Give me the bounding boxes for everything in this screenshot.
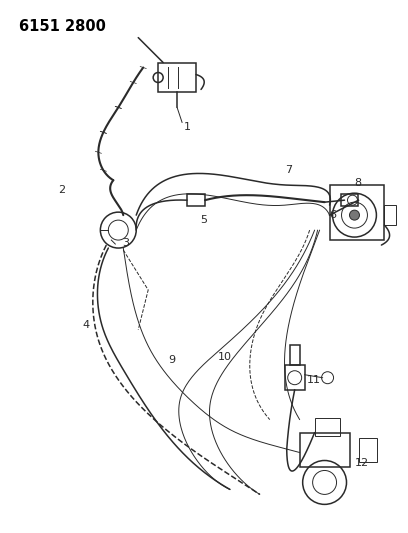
Bar [315,417,339,435]
Text: 8: 8 [355,178,361,188]
Bar [285,365,305,390]
Bar [290,345,299,365]
Text: 9: 9 [168,355,175,365]
Bar [187,194,205,206]
Text: 3: 3 [122,238,129,248]
Text: 10: 10 [218,352,232,362]
Text: 2: 2 [58,185,66,195]
Bar [330,185,384,240]
Text: 6151 2800: 6151 2800 [19,19,106,34]
Text: 7: 7 [285,165,292,175]
Text: 5: 5 [200,215,207,225]
Text: 4: 4 [82,320,89,330]
Text: 11: 11 [307,375,321,385]
Bar [384,205,396,225]
Bar [299,433,350,467]
Circle shape [350,210,359,220]
Text: 6: 6 [330,210,337,220]
Bar [341,194,359,206]
Bar [359,438,377,463]
Text: 12: 12 [355,457,368,467]
Text: 1: 1 [184,123,191,132]
